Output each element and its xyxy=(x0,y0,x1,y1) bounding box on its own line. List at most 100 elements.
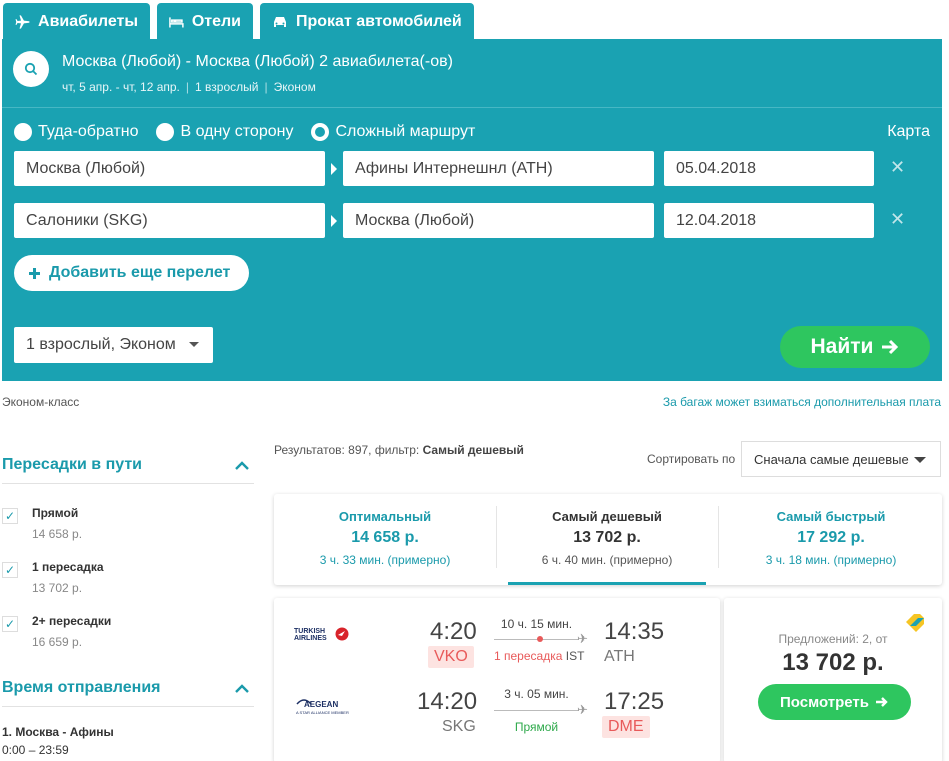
results-filter: Самый дешевый xyxy=(422,443,524,457)
product-tabs: Авиабилеты Отели Прокат автомобилей xyxy=(0,0,949,41)
arrival-time: 17:25 xyxy=(604,688,665,715)
arrow-right-icon xyxy=(876,697,888,707)
turkish-airlines-logo: TURKISH AIRLINES xyxy=(294,627,349,642)
checkbox-checked[interactable]: ✓ xyxy=(2,508,18,524)
arrival-airport-badge: DME xyxy=(602,716,650,738)
departure-filter-header[interactable]: Время отправления xyxy=(2,679,254,697)
stops-count: 1 пересадка xyxy=(494,649,563,663)
checkbox-checked[interactable]: ✓ xyxy=(2,562,18,578)
radio-multi-city[interactable]: Сложный маршрут xyxy=(311,123,475,141)
passengers-select[interactable]: 1 взрослый, Эконом xyxy=(14,327,213,363)
arrow-right-icon xyxy=(882,339,899,355)
map-link[interactable]: Карта xyxy=(887,123,930,140)
find-button[interactable]: Найти xyxy=(780,326,930,368)
separator: | xyxy=(264,80,268,94)
radio-dot[interactable] xyxy=(311,123,330,141)
sort-tabs: Оптимальный 14 658 р. 3 ч. 33 мин. (прим… xyxy=(274,494,942,585)
leg1-destination-input[interactable]: Афины Интернешнл (ATH) xyxy=(343,151,654,186)
car-icon xyxy=(274,17,286,27)
svg-text:AIRLINES: AIRLINES xyxy=(294,635,327,642)
svg-text:A STAR ALLIANCE MEMBER: A STAR ALLIANCE MEMBER xyxy=(296,710,349,715)
departure-filter-title: Время отправления xyxy=(2,679,161,696)
sort-label: Сортировать по xyxy=(647,452,736,466)
svg-text:TURKISH: TURKISH xyxy=(294,628,325,635)
radio-round-trip[interactable]: Туда-обратно xyxy=(14,123,138,141)
flight-duration: 10 ч. 15 мин. xyxy=(500,617,573,631)
leg2-destination-input[interactable]: Москва (Любой) xyxy=(343,203,654,238)
sort-tab-price: 17 292 р. xyxy=(797,529,865,546)
chevron-up-icon xyxy=(235,461,249,470)
search-panel: Москва (Любой) - Москва (Любой) 2 авиаби… xyxy=(2,39,942,381)
active-tab-indicator xyxy=(508,582,706,585)
departure-airport-badge: VKO xyxy=(428,646,474,668)
sort-tab-cheapest[interactable]: Самый дешевый 13 702 р. 6 ч. 40 мин. (пр… xyxy=(496,494,718,585)
results-info: Результатов: 897, фильтр: Самый дешевый xyxy=(274,443,524,457)
sort-tab-title: Самый быстрый xyxy=(776,509,886,524)
plane-icon: ✈ xyxy=(577,631,588,646)
leg2-origin-input[interactable]: Салоники (SKG) xyxy=(14,203,325,238)
chevron-up-icon xyxy=(235,684,249,693)
sort-tab-optimal[interactable]: Оптимальный 14 658 р. 3 ч. 33 мин. (прим… xyxy=(274,494,496,585)
stop-airport: IST xyxy=(565,649,585,663)
sort-tab-duration: 3 ч. 18 мин. (примерно) xyxy=(765,553,897,567)
direct-flight-label: Прямой xyxy=(514,720,559,734)
view-offer-button[interactable]: Посмотреть xyxy=(758,684,911,720)
leg2-date-input[interactable]: 12.04.2018 xyxy=(664,203,874,238)
radio-dot[interactable] xyxy=(14,123,32,141)
view-offer-label: Посмотреть xyxy=(780,693,869,711)
tab-flights[interactable]: Авиабилеты xyxy=(3,3,150,41)
divider xyxy=(2,706,254,707)
departure-time: 4:20 xyxy=(430,618,477,645)
sort-tab-duration: 6 ч. 40 мин. (примерно) xyxy=(541,553,673,567)
sort-tab-duration: 3 ч. 33 мин. (примерно) xyxy=(319,553,451,567)
radio-dot[interactable] xyxy=(156,123,175,141)
tab-label: Прокат автомобилей xyxy=(296,13,462,30)
trip-type-radios: Туда-обратно В одну сторону Сложный марш… xyxy=(14,123,475,141)
find-label: Найти xyxy=(810,335,874,358)
radio-one-way[interactable]: В одну сторону xyxy=(156,123,293,141)
departure-time: 14:20 xyxy=(417,688,478,715)
stops-filter-title: Пересадки в пути xyxy=(2,456,143,473)
tab-hotels[interactable]: Отели xyxy=(157,3,253,41)
filter-label: 2+ пересадки xyxy=(32,614,112,628)
add-flight-label: Добавить еще перелет xyxy=(49,264,231,281)
chevron-down-icon xyxy=(914,457,926,463)
divider xyxy=(718,506,719,568)
plane-icon xyxy=(15,15,30,29)
sort-tab-title: Самый дешевый xyxy=(552,509,662,524)
radio-label: В одну сторону xyxy=(180,123,294,140)
tab-label: Отели xyxy=(191,13,241,30)
separator: | xyxy=(185,80,190,94)
remove-leg1-icon[interactable]: ✕ xyxy=(890,157,906,177)
add-flight-button[interactable]: Добавить еще перелет xyxy=(14,255,249,291)
filter-label: Прямой xyxy=(32,506,79,520)
summary-passengers: 1 взрослый xyxy=(195,80,259,94)
radio-label: Сложный маршрут xyxy=(335,123,476,140)
stops-filter-header[interactable]: Пересадки в пути xyxy=(2,456,254,474)
results-count: Результатов: 897, фильтр: xyxy=(274,443,420,457)
sort-select[interactable]: Сначала самые дешевые xyxy=(741,441,941,477)
search-summary[interactable]: Москва (Любой) - Москва (Любой) 2 авиаби… xyxy=(2,39,942,108)
leg1-origin-input[interactable]: Москва (Любой) xyxy=(14,151,325,186)
route-line xyxy=(494,639,579,640)
departure-range: 0:00 – 23:59 xyxy=(2,743,69,757)
tab-car-rental[interactable]: Прокат автомобилей xyxy=(260,3,474,41)
aegean-logo: AEGEAN A STAR ALLIANCE MEMBER xyxy=(296,699,349,715)
radio-label: Туда-обратно xyxy=(38,123,139,140)
bed-icon xyxy=(169,17,184,28)
filter-price: 16 659 р. xyxy=(32,635,83,649)
flight-result-card[interactable]: TURKISH AIRLINES 4:20 VKO 10 ч. 15 мин. … xyxy=(274,598,720,761)
stops-info: 1 пересадка IST xyxy=(494,649,586,663)
remove-leg2-icon[interactable]: ✕ xyxy=(890,209,906,229)
leg1-date-input[interactable]: 05.04.2018 xyxy=(664,151,874,186)
tag-icon xyxy=(906,614,924,632)
search-icon xyxy=(24,62,38,76)
chevron-down-icon xyxy=(189,342,199,347)
search-summary-button[interactable] xyxy=(13,51,49,87)
summary-details: чт, 5 апр. - чт, 12 апр. | 1 взрослый | … xyxy=(62,80,316,94)
flight-price: 13 702 р. xyxy=(782,649,884,676)
sort-tab-fastest[interactable]: Самый быстрый 17 292 р. 3 ч. 18 мин. (пр… xyxy=(720,494,942,585)
svg-text:AEGEAN: AEGEAN xyxy=(304,700,338,709)
checkbox-checked[interactable]: ✓ xyxy=(2,616,18,632)
baggage-note-link[interactable]: За багаж может взиматься дополнительная … xyxy=(662,395,941,409)
